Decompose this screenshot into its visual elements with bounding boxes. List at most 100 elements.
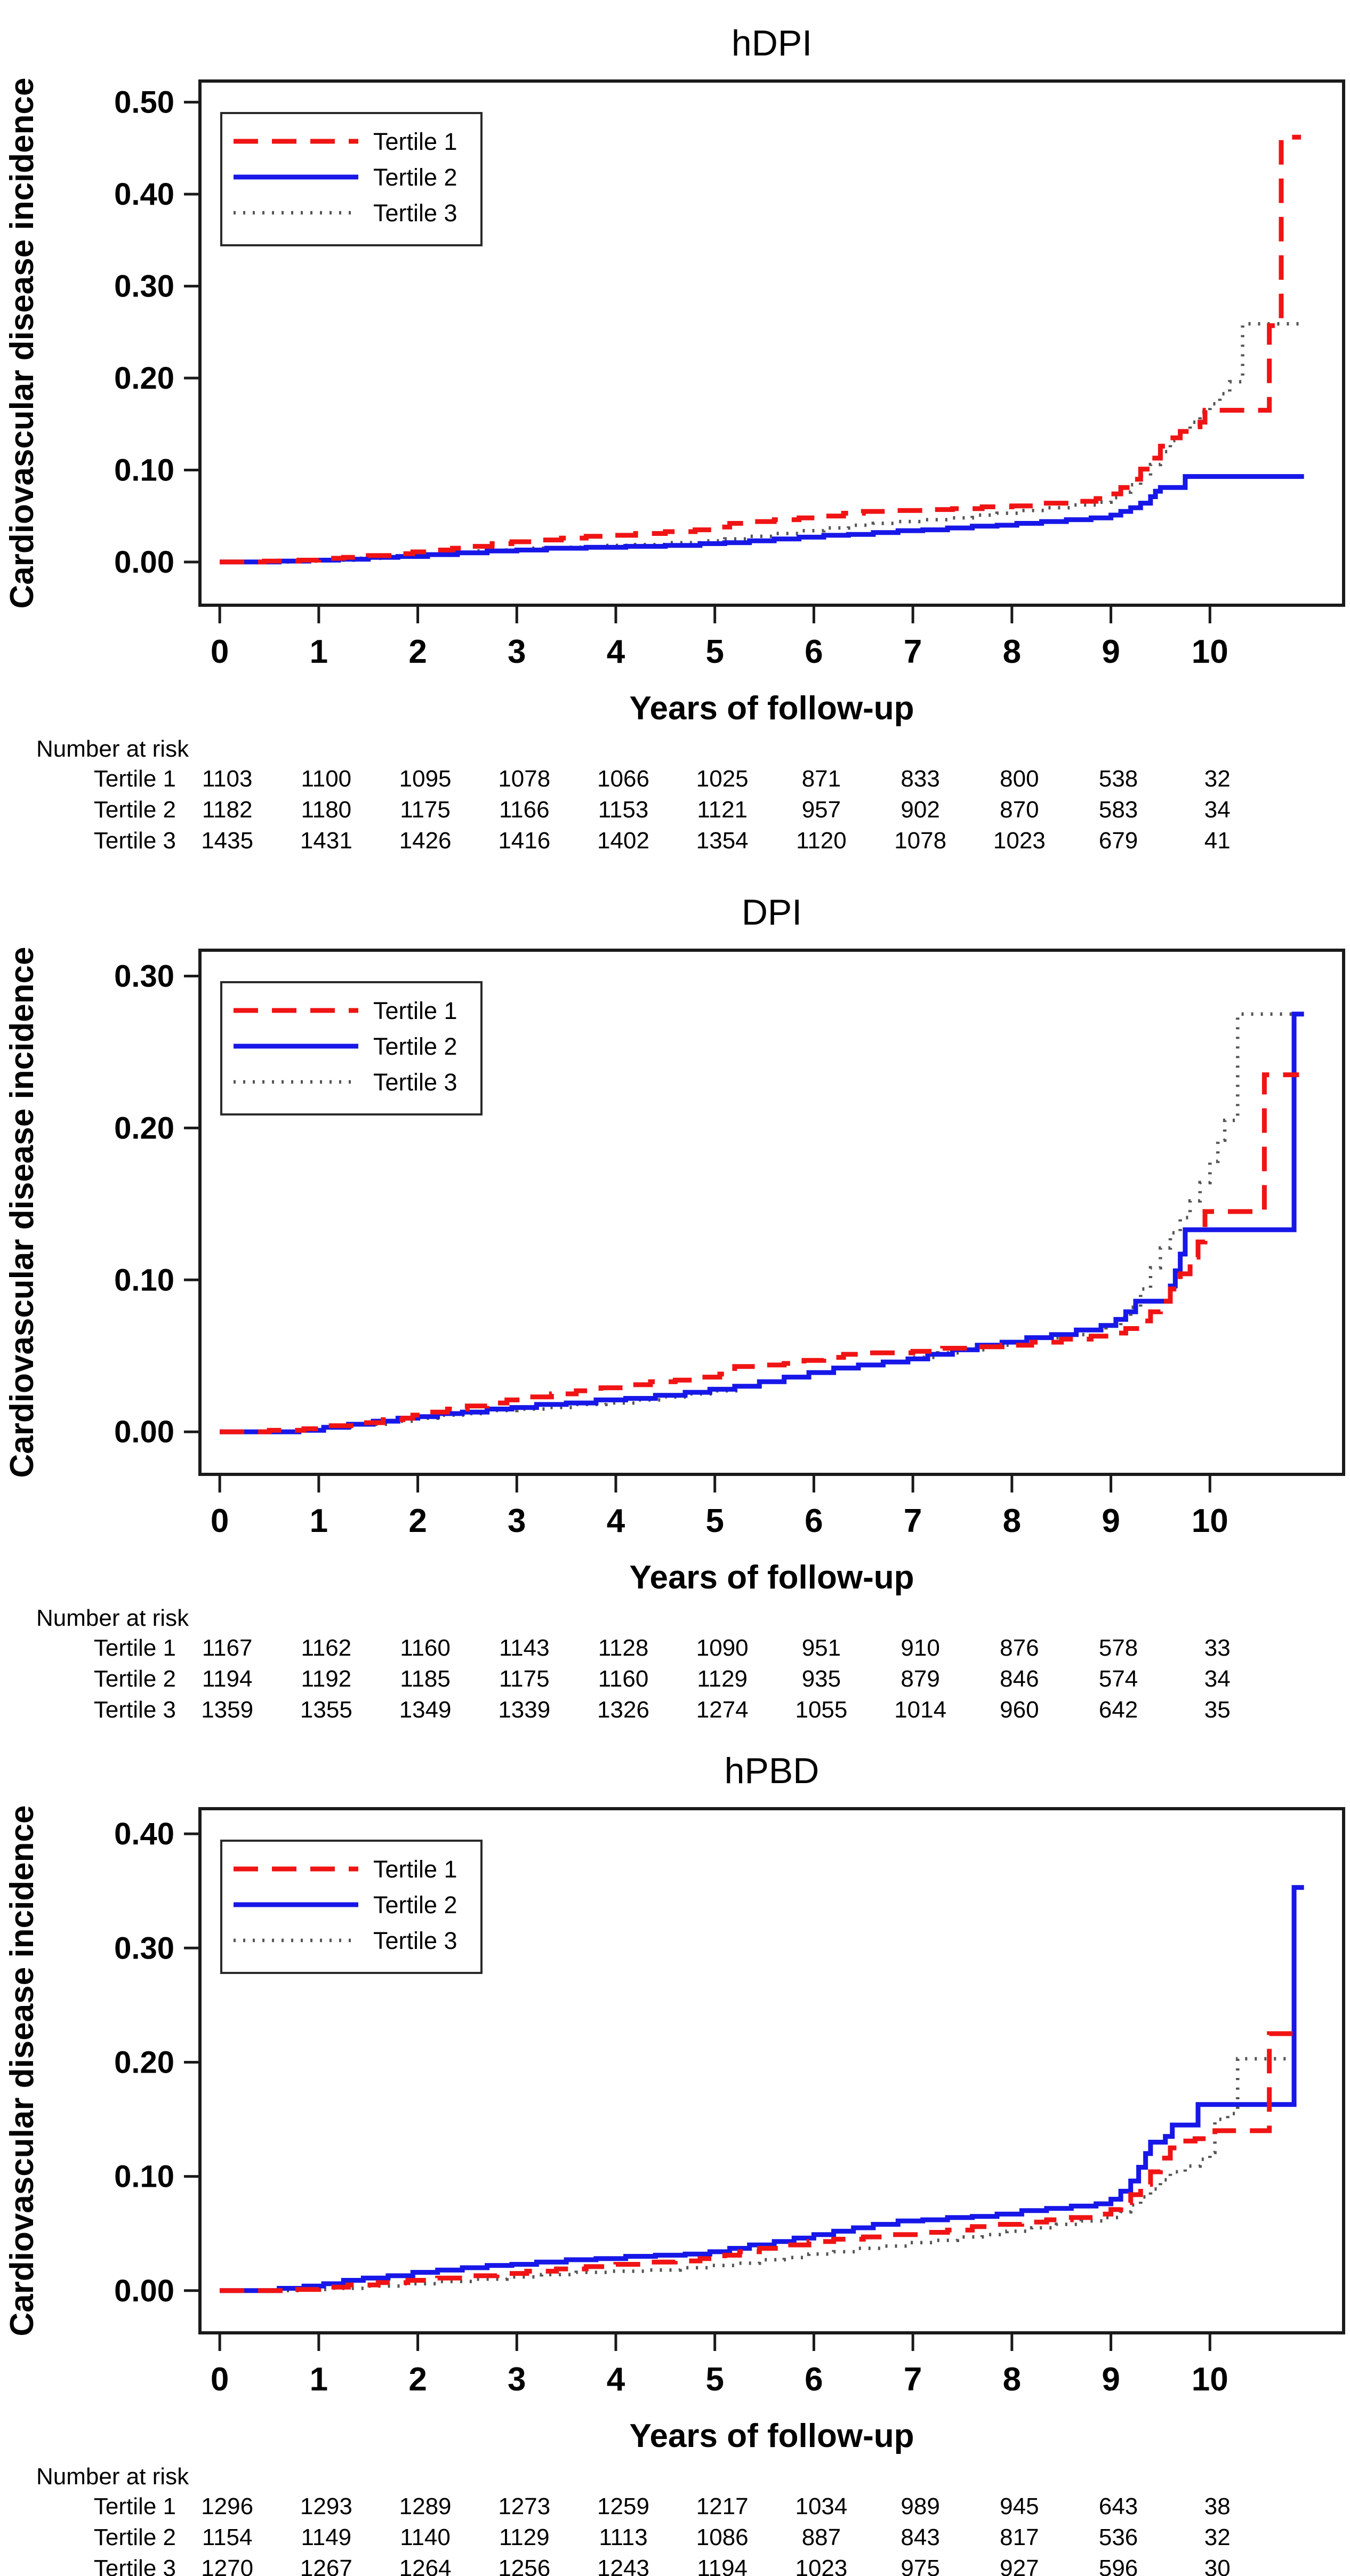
risk-row-label: Tertile 1 (94, 766, 176, 792)
risk-value: 817 (1000, 2524, 1039, 2550)
y-tick-label: 0.10 (114, 453, 174, 487)
risk-value: 1243 (597, 2555, 649, 2576)
risk-value: 32 (1204, 2524, 1231, 2550)
risk-table-header: Number at risk (36, 2463, 189, 2490)
risk-value: 1078 (498, 766, 550, 792)
risk-value: 1267 (300, 2555, 352, 2576)
y-tick-label: 0.30 (114, 1931, 174, 1965)
risk-value: 1349 (399, 1697, 452, 1723)
km-chart-hpbd: hPBD 0.00 0.10 0.20 0.30 0.40 0 1 2 3 4 5 6 7 8 9 10 Year… (0, 1728, 1350, 2576)
chart-title: DPI (742, 892, 802, 933)
risk-value: 846 (1000, 1666, 1039, 1692)
chart-title: hDPI (732, 23, 812, 63)
legend-label: Tertile 1 (373, 1856, 457, 1883)
risk-value: 1217 (696, 2493, 749, 2519)
risk-table-header: Number at risk (36, 736, 189, 762)
risk-value: 1055 (795, 1697, 847, 1723)
x-tick-label: 4 (607, 1503, 625, 1539)
risk-value: 1175 (499, 1666, 550, 1692)
y-tick-label: 0.50 (114, 85, 174, 120)
risk-value: 1023 (795, 2555, 847, 2576)
y-axis-label: Cardiovascular disease incidence (4, 947, 41, 1478)
y-tick-label: 0.10 (114, 1263, 174, 1297)
risk-value: 1326 (597, 1697, 649, 1723)
risk-value: 1034 (795, 2493, 847, 2519)
legend-label: Tertile 2 (373, 1891, 457, 1919)
risk-value: 975 (901, 2555, 939, 2576)
risk-value: 1435 (201, 828, 253, 854)
risk-value: 1149 (301, 2524, 352, 2550)
risk-value: 951 (802, 1635, 841, 1661)
risk-value: 1194 (202, 1666, 253, 1692)
risk-value: 1167 (202, 1635, 253, 1661)
risk-value: 871 (802, 766, 841, 792)
x-tick-label: 5 (705, 1503, 724, 1539)
risk-value: 41 (1204, 828, 1231, 854)
risk-row-label: Tertile 2 (94, 797, 176, 823)
x-tick-label: 7 (904, 1503, 922, 1539)
legend-label: Tertile 1 (373, 128, 457, 155)
x-tick-label: 10 (1192, 633, 1228, 670)
risk-value: 1175 (400, 797, 451, 823)
risk-value: 34 (1204, 1666, 1231, 1692)
risk-value: 1078 (894, 828, 946, 854)
x-tick-label: 0 (211, 1503, 229, 1539)
series-tertile-1-line (220, 1072, 1299, 1434)
legend-label: Tertile 1 (373, 997, 457, 1024)
risk-value: 1289 (399, 2493, 452, 2519)
x-tick-label: 6 (805, 2361, 823, 2398)
chart-section-hpbd: hPBD 0.00 0.10 0.20 0.30 0.40 0 1 2 3 4 5 6 7 8 9 10 Year… (0, 1728, 1350, 2576)
risk-value: 1160 (400, 1635, 451, 1661)
x-tick-label: 9 (1102, 633, 1120, 670)
risk-value: 843 (901, 2524, 939, 2550)
chart-background (0, 0, 1350, 869)
risk-value: 1402 (597, 828, 649, 854)
x-axis-label: Years of follow-up (630, 1559, 914, 1596)
risk-value: 34 (1204, 797, 1231, 823)
risk-value: 35 (1204, 1697, 1231, 1723)
x-tick-label: 3 (508, 1503, 526, 1539)
risk-value: 642 (1099, 1697, 1138, 1723)
risk-value: 596 (1099, 2555, 1138, 2576)
risk-value: 1023 (993, 828, 1046, 854)
y-tick-label: 0.20 (114, 361, 174, 396)
y-tick-label: 0.10 (114, 2160, 174, 2194)
risk-value: 935 (802, 1666, 841, 1692)
risk-value: 1014 (894, 1697, 946, 1723)
x-tick-label: 9 (1102, 1503, 1120, 1539)
x-tick-label: 9 (1102, 2361, 1120, 2398)
x-tick-label: 6 (805, 1503, 823, 1539)
legend-label: Tertile 3 (373, 1927, 457, 1954)
x-tick-label: 0 (211, 633, 229, 670)
risk-value: 1339 (498, 1697, 550, 1723)
y-tick-label: 0.30 (114, 959, 174, 993)
risk-value: 1256 (498, 2555, 550, 2576)
chart-title: hPBD (725, 1751, 819, 1791)
plot-box (198, 949, 1345, 1476)
risk-value: 679 (1099, 828, 1138, 854)
risk-value: 1192 (301, 1666, 352, 1692)
x-tick-label: 8 (1003, 2361, 1021, 2398)
risk-value: 1426 (399, 828, 452, 854)
x-tick-label: 1 (310, 2361, 328, 2398)
risk-value: 1166 (499, 797, 550, 823)
y-tick-label: 0.00 (114, 1415, 174, 1449)
risk-value: 1296 (201, 2493, 253, 2519)
risk-row-label: Tertile 2 (94, 1666, 176, 1692)
x-tick-label: 5 (705, 2361, 724, 2398)
risk-value: 1259 (597, 2493, 649, 2519)
risk-value: 1090 (696, 1635, 749, 1661)
risk-value: 870 (1000, 797, 1039, 823)
risk-value: 960 (1000, 1697, 1039, 1723)
risk-value: 1121 (697, 797, 748, 823)
risk-value: 1194 (697, 2555, 748, 2576)
risk-value: 1293 (300, 2493, 352, 2519)
risk-value: 643 (1099, 2493, 1138, 2519)
x-axis-label: Years of follow-up (630, 690, 914, 727)
y-tick-label: 0.40 (114, 177, 174, 212)
risk-value: 1143 (499, 1635, 550, 1661)
risk-value: 33 (1204, 1635, 1231, 1661)
risk-value: 945 (1000, 2493, 1039, 2519)
risk-value: 1086 (696, 2524, 749, 2550)
